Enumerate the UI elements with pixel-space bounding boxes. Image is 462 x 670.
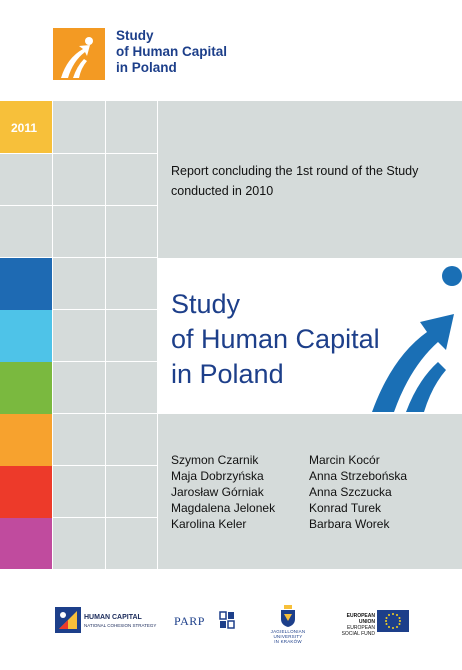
author-name: Marcin Kocór: [309, 453, 380, 467]
parp-logo-text: PARP: [174, 614, 205, 628]
author-name: Anna Strzebońska: [309, 469, 408, 483]
grid-divider: [0, 153, 157, 154]
university-crest-icon: [281, 605, 295, 627]
green-swatch: [0, 362, 52, 414]
grid-divider: [0, 309, 157, 310]
magenta-swatch: [0, 518, 52, 570]
grid-divider: [52, 101, 53, 569]
eu-flag-icon: [377, 610, 409, 632]
uj-line-1: JAGIELLONIAN UNIVERSITY: [270, 629, 306, 639]
logo-line-1: Study: [116, 28, 154, 43]
title-line-3: in Poland: [171, 359, 284, 389]
author-name: Maja Dobrzyńska: [171, 469, 264, 483]
title-line-2: of Human Capital: [171, 324, 380, 354]
cover-title: Study of Human Capital in Poland: [171, 287, 411, 392]
author-name: Barbara Worek: [309, 517, 390, 531]
grid-divider: [0, 517, 157, 518]
hc-line-1: HUMAN CAPITAL: [84, 614, 142, 621]
human-capital-logo-text: HUMAN CAPITAL NATIONAL COHESION STRATEGY: [84, 614, 156, 630]
hc-line-2: NATIONAL COHESION STRATEGY: [84, 623, 157, 628]
blue-swatch: [0, 258, 52, 310]
eu-logo-text: EUROPEAN UNION EUROPEAN SOCIAL FUND: [333, 613, 375, 637]
red-swatch: [0, 466, 52, 518]
report-subtitle: Report concluding the 1st round of the S…: [171, 161, 446, 201]
orange-swatch: [0, 414, 52, 466]
author-name: Karolina Keler: [171, 517, 247, 531]
logo-line-2: of Human Capital: [116, 44, 228, 59]
grid-divider: [0, 257, 157, 258]
grid-divider: [0, 205, 157, 206]
title-panel: [157, 258, 462, 414]
author-name: Anna Szczucka: [309, 485, 392, 499]
authors-column-right: Marcin Kocór Anna Strzebońska Anna Szczu…: [309, 452, 407, 532]
author-name: Konrad Turek: [309, 501, 382, 515]
year-swatch: [0, 101, 52, 153]
title-line-1: Study: [171, 289, 241, 319]
year-label: 2011: [11, 121, 38, 135]
logo-line-3: in Poland: [116, 60, 177, 75]
study-logo-icon: [53, 28, 105, 80]
uj-line-2: IN KRAKÓW: [274, 639, 302, 644]
grid-divider: [0, 413, 157, 414]
parp-logo-icon: [219, 611, 235, 629]
author-name: Szymon Czarnik: [171, 453, 259, 467]
eu-line-1: EUROPEAN UNION: [346, 613, 375, 625]
authors-column-left: Szymon Czarnik Maja Dobrzyńska Jarosław …: [171, 452, 275, 532]
grid-divider: [0, 361, 157, 362]
human-capital-logo-icon: [55, 607, 81, 633]
report-line-2: conducted in 2010: [171, 184, 274, 198]
grid-divider: [0, 465, 157, 466]
header-logo-text: Study of Human Capital in Poland: [116, 28, 256, 76]
eu-line-2: EUROPEAN: [346, 625, 375, 631]
grid-divider: [105, 101, 106, 569]
university-logo-text: JAGIELLONIAN UNIVERSITY IN KRAKÓW: [262, 629, 314, 644]
eu-line-3: SOCIAL FUND: [341, 631, 375, 637]
light-blue-swatch: [0, 310, 52, 362]
author-name: Jarosław Górniak: [171, 485, 264, 499]
author-name: Magdalena Jelonek: [171, 501, 276, 515]
report-line-1: Report concluding the 1st round of the S…: [171, 164, 419, 178]
human-arrow-icon: [372, 266, 462, 412]
